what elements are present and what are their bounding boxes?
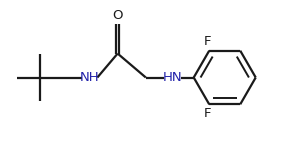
Text: NH: NH [80, 71, 99, 84]
Text: O: O [112, 9, 123, 22]
Text: F: F [204, 35, 212, 48]
Text: HN: HN [163, 71, 182, 84]
Text: F: F [204, 107, 212, 120]
